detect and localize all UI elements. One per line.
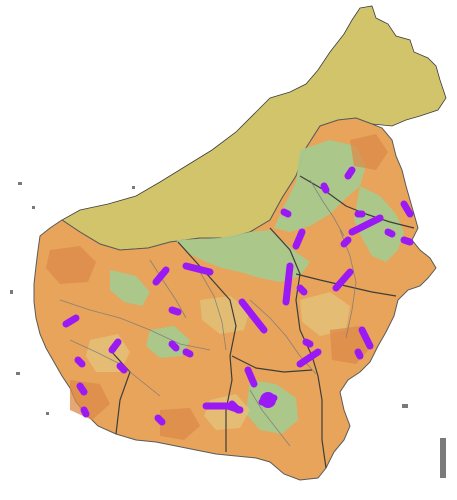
highlight-segment [344,166,356,180]
highlight-segment [74,356,86,368]
forest-patch-east [354,186,404,262]
highlight-segment [182,262,214,276]
highlight-segment [292,228,306,250]
highlight-segment [238,298,268,334]
highlight-segment [384,228,396,238]
highlight-segment [244,366,258,388]
orange-patch-1 [46,246,96,284]
highlight-segment [76,382,88,396]
river-6 [309,179,345,237]
island-3 [10,290,13,294]
border-south-central [231,355,313,373]
highlight-segment [108,338,122,354]
highlight-blob [260,392,276,408]
orange-patch-5 [350,134,388,170]
forest-patch-south [246,380,298,434]
highlight-segment [354,348,364,360]
islands [10,182,446,478]
highlight-segment [358,326,374,350]
highlight-segment [282,262,294,306]
highlight-segment [152,266,170,286]
highlight-segment [340,236,352,248]
highlighted-segments [62,166,414,426]
river-7 [149,259,187,319]
island-8 [132,186,135,189]
highlight-segment [348,214,384,236]
highlight-segment [296,348,322,368]
island-1 [18,182,22,185]
river-1 [59,299,211,351]
highlight-segment [228,400,242,414]
river-3 [199,271,227,351]
highlight-segment [280,208,292,218]
island-4 [16,372,20,375]
island-2 [32,206,35,209]
highlight-segment [62,314,80,328]
border-southwest [109,349,131,435]
forest-patch-west [110,270,150,306]
forest-patch-southwest [146,326,190,358]
highlight-segment [400,236,414,246]
highlight-segment [168,340,180,352]
island-5 [46,412,49,415]
forest-patch-north [274,140,366,232]
island-7 [440,438,446,478]
rivers [59,179,357,447]
island-6 [402,404,408,408]
border-east-inner [295,273,397,297]
river-8 [249,389,291,447]
highlight-segment [320,182,330,194]
highlight-segment [168,306,182,316]
highlight-segment [400,200,414,218]
highlight-segment [116,362,128,374]
highlight-segment [302,338,314,348]
forest-cover-layer [110,140,404,434]
forest-patch-central [176,230,310,282]
highlight-segment [80,406,90,418]
light-patch-1 [200,296,250,334]
light-patch-2 [300,292,350,336]
river-5 [339,229,357,339]
highlight-segment [182,348,194,358]
highlight-segment [332,268,354,292]
highlight-segment [296,284,308,296]
orange-patch-4 [160,408,200,440]
border-north-east [299,175,415,229]
highlight-segment [154,414,166,426]
